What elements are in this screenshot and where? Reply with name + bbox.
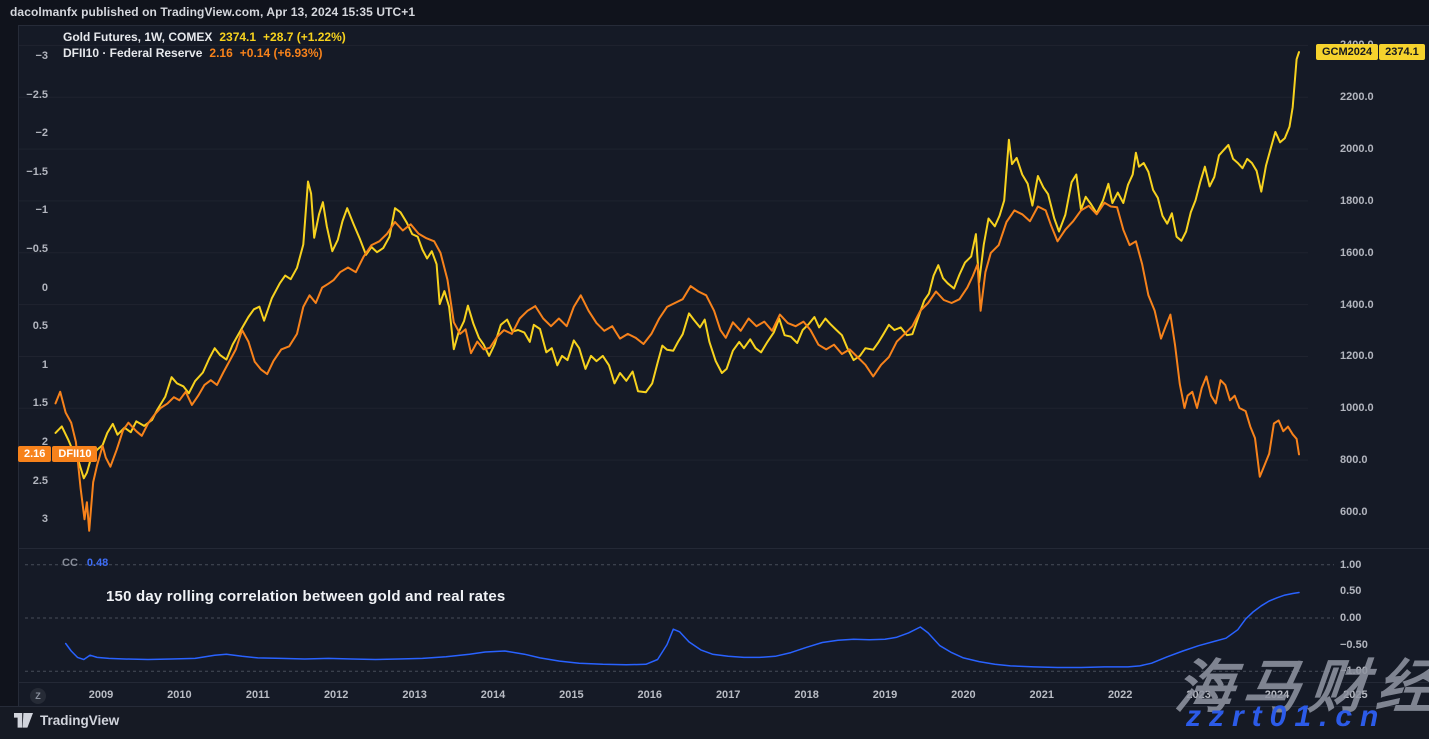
- time-axis-divider: [18, 682, 1429, 683]
- timezone-badge-label: Z: [35, 691, 41, 701]
- right-axis-tick-label: 1600.0: [1340, 246, 1374, 259]
- cc-axis-tick-label: 0.00: [1340, 612, 1362, 624]
- gold-change: +28.7 (+1.22%): [263, 30, 346, 44]
- published-header: dacolmanfx published on TradingView.com,…: [10, 5, 415, 19]
- right-axis-tick-label: 1800.0: [1340, 194, 1374, 207]
- footer-strip: [0, 706, 1429, 739]
- cc-axis-tick-label: −1.00: [1340, 665, 1368, 678]
- right-axis-tick-label: 1400.0: [1340, 298, 1374, 311]
- cc-correlation-line: [64, 591, 1300, 669]
- watermark-url: zzrt01.cn: [1186, 700, 1387, 733]
- left-axis-tick-label: −1.5: [26, 165, 48, 178]
- left-axis-tick-label: 3: [41, 513, 48, 526]
- time-axis-tick-label: 2011: [245, 689, 270, 701]
- left-axis-tick-label: 1: [41, 358, 48, 371]
- left-axis-tick-label: 1.5: [32, 397, 48, 410]
- dfii10-line: [54, 201, 1300, 532]
- dfii10-change: +0.14 (+6.93%): [239, 46, 323, 60]
- gold-ticker-tag: GCM2024: [1316, 44, 1379, 61]
- legend-row-dfii10[interactable]: DFII10 · Federal Reserve 2.16 +0.14 (+6.…: [63, 46, 346, 60]
- gold-last-price: 2374.1: [219, 30, 257, 44]
- time-axis-tick-label: 2012: [323, 689, 349, 701]
- chart-pane-background: [18, 25, 1429, 707]
- time-axis-tick-label: 2018: [794, 689, 819, 701]
- legend: Gold Futures, 1W, COMEX 2374.1 +28.7 (+1…: [63, 30, 346, 60]
- dfii10-value-tag: 2.16: [18, 446, 52, 463]
- pane-divider[interactable]: [18, 548, 1429, 549]
- right-axis-tick-label: 1200.0: [1340, 350, 1374, 363]
- left-axis-tick-label: −0.5: [26, 243, 48, 255]
- time-axis-tick-label: 2023: [1186, 689, 1211, 701]
- cc-axis-tick-label: 0.50: [1340, 585, 1362, 598]
- tradingview-logo-icon: [14, 713, 33, 728]
- dfii10-name-tag: DFII10: [52, 446, 98, 463]
- tradingview-brand-text: TradingView: [40, 713, 120, 728]
- dfii10-last-value: 2.16: [209, 46, 233, 60]
- gold-price-tag: 2374.1: [1379, 44, 1425, 61]
- time-axis-tick-label: 2020: [951, 689, 976, 701]
- gold-price-label: GCM2024 2374.1: [1316, 44, 1425, 61]
- time-axis-tick-label: 2021: [1029, 689, 1055, 701]
- right-axis-tick-label: 1000.0: [1340, 402, 1374, 415]
- cc-axis-tick-label: −0.50: [1340, 638, 1368, 651]
- time-axis-tick-label: 2013: [402, 689, 427, 701]
- time-axis-tick-label: 2017: [715, 689, 741, 701]
- right-axis-tick-label: 2200.0: [1340, 91, 1374, 104]
- left-axis-tick-label: 0.5: [32, 320, 48, 333]
- right-axis-tick-label: 600.0: [1340, 506, 1368, 518]
- cc-indicator-name: CC: [62, 557, 78, 569]
- timezone-badge[interactable]: Z: [30, 688, 46, 704]
- time-axis-tick-label: 2024: [1264, 689, 1290, 701]
- time-axis-tick-label: 2015: [559, 689, 584, 701]
- published-header-text: dacolmanfx published on TradingView.com,…: [10, 5, 416, 19]
- left-axis-tick-label: −2: [35, 127, 48, 140]
- cc-axis-tick-label: 1.00: [1340, 558, 1362, 571]
- time-axis-tick-label: 2019: [872, 689, 898, 701]
- dfii10-price-label: 2.16 DFII10: [18, 446, 98, 463]
- dfii10-series-title: DFII10 · Federal Reserve: [63, 46, 203, 60]
- tradingview-brand-link[interactable]: TradingView: [14, 713, 119, 728]
- left-axis-tick-label: −2.5: [26, 88, 48, 101]
- left-axis-tick-label: 2.5: [32, 474, 48, 487]
- left-axis-tick-label: 2: [41, 436, 48, 448]
- time-axis-tick-label: 2010: [167, 689, 192, 701]
- time-axis-tick-label: 2025: [1343, 689, 1368, 701]
- legend-row-gold[interactable]: Gold Futures, 1W, COMEX 2374.1 +28.7 (+1…: [63, 30, 346, 44]
- time-axis-tick-label: 2016: [637, 689, 663, 701]
- time-axis-tick-label: 2014: [480, 689, 506, 701]
- gold-series-title: Gold Futures, 1W, COMEX: [63, 30, 213, 44]
- time-axis-tick-label: 2009: [88, 689, 114, 701]
- left-axis-tick-label: −3: [35, 50, 48, 62]
- right-axis-tick-label: 800.0: [1340, 454, 1368, 467]
- left-axis-tick-label: −1: [35, 204, 48, 217]
- time-axis-tick-label: 2022: [1107, 689, 1133, 701]
- chart-annotation-text: 150 day rolling correlation between gold…: [106, 588, 506, 605]
- left-axis-tick-label: 0: [41, 281, 48, 294]
- gold-futures-line: [54, 51, 1300, 480]
- cc-indicator-legend[interactable]: CC 0.48: [62, 557, 108, 569]
- right-axis-tick-label: 2000.0: [1340, 143, 1374, 156]
- cc-indicator-value: 0.48: [86, 557, 109, 569]
